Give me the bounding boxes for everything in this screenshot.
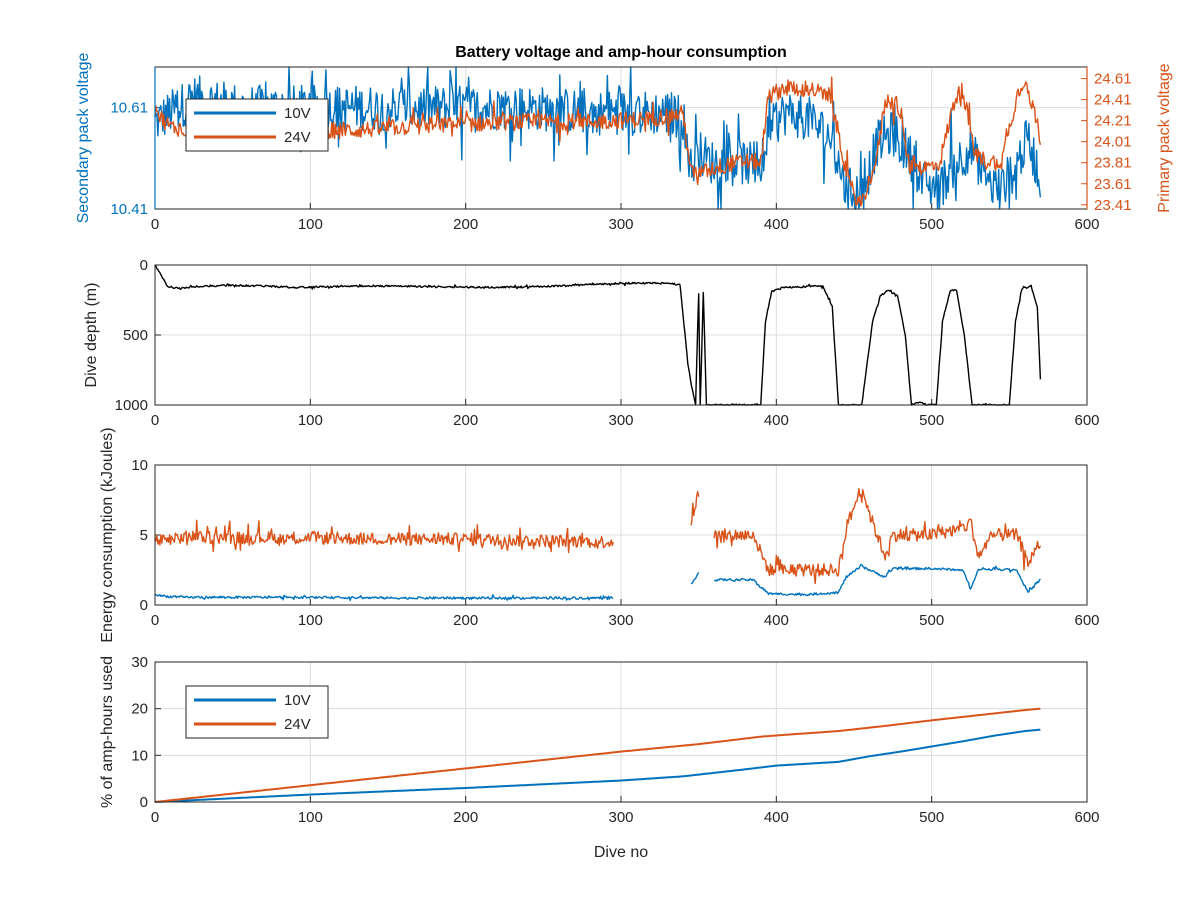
x-tick-label: 500 [919,612,944,629]
y-tick-label: 20 [131,701,148,718]
x-tick-label: 200 [453,216,478,233]
y-right-tick-label: 24.41 [1094,92,1132,109]
y-tick-label: 10 [131,747,148,764]
x-tick-label: 100 [298,412,323,429]
y-tick-label: 0 [140,794,148,811]
panel-energy: 0 100 200 300 400 500 600 0 5 10 Energy consumptio… [99,427,1100,642]
x-tick-label: 200 [453,412,478,429]
x-tick-label: 200 [453,612,478,629]
panels: 0 100 200 300 400 500 60010.4110.6123.4123.612… [75,53,1173,861]
x-tick-label: 200 [453,809,478,826]
series-line-24V [154,488,1042,585]
x-tick-label: 600 [1074,809,1099,826]
series-line-24V [154,707,1041,803]
y-axis-label: % of amp-hours used [99,656,116,808]
y-tick-label: 10.61 [110,100,148,117]
axes-box [154,661,1088,803]
legend-label: 10V [284,105,311,122]
x-tick-label: 400 [764,216,789,233]
y-tick-label: 1000 [115,397,148,414]
x-tick-label: 300 [608,612,633,629]
x-tick-label: 100 [298,216,323,233]
x-tick-label: 400 [764,612,789,629]
panel-voltage: 0 100 200 300 400 500 600 10.41 10.61 23.41 23.61 2… [75,53,1173,233]
x-tick-label: 600 [1074,216,1099,233]
x-tick-label: 500 [919,809,944,826]
x-axis-label: Dive no [594,844,648,861]
x-tick-label: 100 [298,612,323,629]
legend-label: 10V [284,692,311,709]
y-right-tick-label: 23.61 [1094,176,1132,193]
y-right-tick-label: 24.21 [1094,113,1132,130]
x-tick-label: 0 [151,809,159,826]
y-axis-label: Energy consumption (kJoules) [99,427,116,642]
y-right-tick-label: 24.01 [1094,134,1132,151]
x-tick-label: 0 [151,612,159,629]
chart-title: Battery voltage and amp-hour consumption [455,44,787,61]
y-right-tick-label: 23.41 [1094,197,1132,214]
x-tick-label: 400 [764,809,789,826]
series-line-10V [154,564,1041,602]
y-tick-label: 0 [140,257,148,274]
x-tick-label: 600 [1074,412,1099,429]
y-tick-label: 0 [140,597,148,614]
x-tick-label: 0 [151,412,159,429]
y-right-tick-label: 24.61 [1094,71,1132,88]
y-axis-label: Dive depth (m) [83,283,100,388]
legend-label: 24V [284,716,311,733]
y-tick-label: 10.41 [110,201,148,218]
y-tick-label: 500 [123,327,148,344]
y-tick-label: 5 [140,527,148,544]
x-tick-label: 500 [919,412,944,429]
x-tick-label: 300 [608,412,633,429]
y-right-axis-label: Primary pack voltage [1156,63,1173,212]
axes-box [154,464,1088,606]
x-tick-label: 500 [919,216,944,233]
legend-label: 24V [284,129,311,146]
y-axis-label: Secondary pack voltage [75,53,92,224]
x-tick-label: 0 [151,216,159,233]
x-tick-label: 100 [298,809,323,826]
series-line-10V [155,728,1041,803]
x-tick-label: 400 [764,412,789,429]
panel-amphours: 0 100 200 300 400 500 600 0 10 20 30 % of amp-hours… [99,654,1100,861]
y-right-tick-label: 23.81 [1094,155,1132,172]
y-tick-label: 10 [131,457,148,474]
x-tick-label: 600 [1074,612,1099,629]
y-tick-label: 30 [131,654,148,671]
panel-depth: 0 100 200 300 400 500 600 0 500 1000 Dive depth (m… [83,257,1100,429]
x-tick-label: 300 [608,809,633,826]
series-line-0 [154,264,1042,406]
x-tick-label: 300 [608,216,633,233]
axes-box [154,264,1088,406]
